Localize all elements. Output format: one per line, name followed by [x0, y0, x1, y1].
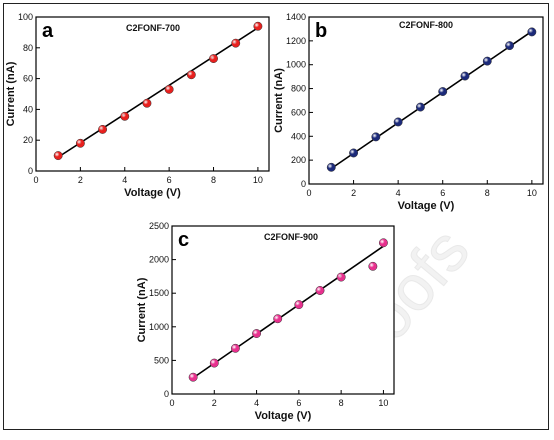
data-point [326, 162, 336, 172]
y-tick-label: 60 [23, 74, 33, 84]
x-axis-label: Voltage (V) [124, 187, 181, 199]
chart-panel-c: 0 2 4 6 8 10 0 500 1000 1500 2000 2500 Voltage (V) Cu… [136, 221, 395, 422]
data-point [315, 286, 325, 295]
y-tick-label: 800 [291, 84, 306, 94]
y-tick-label: 2500 [149, 221, 169, 231]
y-tick-label: 40 [23, 104, 33, 114]
data-point [482, 56, 492, 66]
fit-line [192, 245, 384, 379]
x-tick-label: 4 [254, 398, 259, 408]
data-point [53, 151, 63, 161]
y-tick-label: 1000 [286, 60, 306, 70]
y-tick-label: 80 [23, 43, 33, 53]
data-point [378, 238, 388, 248]
x-tick-label: 6 [440, 188, 445, 198]
y-tick-label: 0 [164, 389, 169, 399]
y-tick-label: 2000 [149, 255, 169, 265]
plot-area [35, 16, 270, 172]
x-tick-label: 2 [212, 398, 217, 408]
data-point [393, 117, 403, 127]
y-tick-label: 1400 [286, 12, 306, 22]
data-point [252, 329, 262, 338]
data-point [142, 98, 152, 108]
fit-line [57, 27, 259, 158]
data-point [230, 343, 240, 353]
chart-title: C2FONF-900 [264, 232, 318, 242]
x-axis-label: Voltage (V) [255, 410, 312, 422]
data-point [253, 21, 263, 31]
chart-title: C2FONF-700 [126, 23, 180, 33]
x-tick-label: 2 [351, 188, 356, 198]
x-tick-label: 6 [167, 175, 172, 185]
y-tick-label: 20 [23, 135, 33, 145]
figure-frame [3, 3, 549, 430]
data-point [188, 372, 198, 382]
y-tick-label: 1000 [149, 322, 169, 332]
x-axis-label: Voltage (V) [398, 200, 455, 212]
x-tick-label: 0 [306, 188, 311, 198]
data-point [527, 27, 537, 37]
data-point [371, 132, 381, 142]
x-tick-label: 0 [33, 175, 38, 185]
y-tick-label: 1500 [149, 288, 169, 298]
data-point [231, 38, 241, 48]
x-tick-label: 0 [169, 398, 174, 408]
y-axis-label: Current (nA) [5, 61, 17, 126]
data-point [460, 71, 470, 81]
x-tick-label: 10 [378, 398, 388, 408]
x-tick-label: 8 [485, 188, 490, 198]
data-point [294, 300, 304, 310]
y-tick-label: 200 [291, 155, 306, 165]
data-point [209, 358, 219, 368]
y-tick-label: 0 [301, 179, 306, 189]
panel-letter: c [178, 229, 189, 251]
x-tick-label: 6 [296, 398, 301, 408]
x-tick-label: 8 [339, 398, 344, 408]
fit-line [330, 30, 533, 170]
y-axis-label: Current (nA) [136, 277, 148, 342]
data-point [438, 87, 448, 97]
data-point [186, 70, 196, 80]
y-axis-label: Current (nA) [273, 68, 285, 133]
panel-letter: a [42, 20, 54, 42]
x-tick-label: 4 [396, 188, 401, 198]
y-tick-label: 0 [28, 166, 33, 176]
y-tick-label: 1200 [286, 36, 306, 46]
data-point [120, 111, 130, 121]
data-point [273, 314, 283, 324]
x-tick-label: 4 [122, 175, 127, 185]
data-point [209, 54, 218, 64]
x-tick-label: 8 [211, 175, 216, 185]
chart-panel-b: 0 2 4 6 8 10 0 200 400 600 800 1000 1200 1400 Voltage … [273, 12, 544, 212]
data-point [368, 261, 378, 271]
y-tick-label: 400 [291, 131, 306, 141]
data-point [349, 148, 359, 158]
y-tick-label: 600 [291, 107, 306, 117]
y-tick-label: 500 [154, 355, 169, 365]
chart-title: C2FONF-800 [399, 20, 453, 30]
data-point [336, 272, 346, 282]
x-tick-label: 10 [527, 188, 537, 198]
data-point [98, 124, 108, 134]
data-point [164, 84, 174, 94]
panel-letter: b [315, 20, 327, 42]
y-tick-label: 100 [18, 12, 33, 22]
x-tick-label: 10 [253, 175, 263, 185]
x-tick-label: 2 [78, 175, 83, 185]
data-point [415, 102, 425, 112]
data-point [505, 41, 515, 51]
data-point [75, 138, 85, 148]
